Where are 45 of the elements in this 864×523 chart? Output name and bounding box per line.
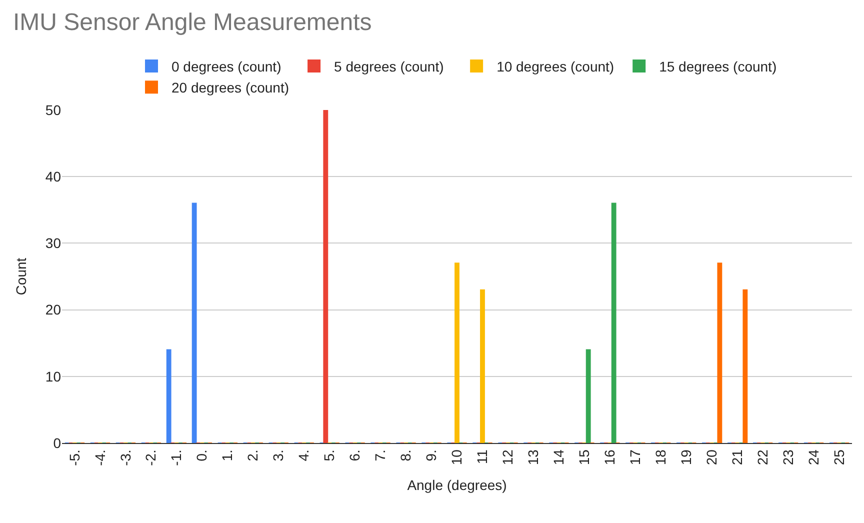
x-tick-label: 22 xyxy=(754,449,770,466)
x-tick-label: 4. xyxy=(296,450,312,462)
x-tick-label: 1. xyxy=(219,450,236,462)
x-axis-title: Angle (degrees) xyxy=(407,477,507,494)
x-tick-label: 25 xyxy=(830,449,847,466)
x-tick-label: 8. xyxy=(398,450,414,462)
x-tick-label: -5. xyxy=(66,450,82,466)
x-tick-label: 9. xyxy=(423,450,440,462)
x-tick-label: 21 xyxy=(728,449,745,466)
x-tick-label: 10 xyxy=(448,449,465,466)
legend-label: 15 degrees (count) xyxy=(659,58,777,74)
x-tick-label: 23 xyxy=(780,449,796,466)
x-tick-label: 12 xyxy=(500,449,516,466)
x-tick-label: 11 xyxy=(474,449,490,464)
x-tick-label: 7. xyxy=(372,450,388,462)
x-tick-label: 18 xyxy=(652,449,668,466)
legend-label: 20 degrees (count) xyxy=(172,80,290,96)
x-tick-label: 0. xyxy=(194,450,210,462)
y-tick-label: 10 xyxy=(45,368,62,384)
y-tick-label: 0 xyxy=(53,434,62,451)
x-tick-label: -3. xyxy=(117,450,134,466)
x-tick-label: 24 xyxy=(805,449,822,466)
x-tick-label: 13 xyxy=(525,449,541,466)
y-axis-title: Count xyxy=(13,258,30,296)
x-tick-label: 16 xyxy=(601,449,618,466)
legend-label: 10 degrees (count) xyxy=(496,58,614,74)
y-tick-label: 20 xyxy=(45,302,62,318)
x-tick-label: -1. xyxy=(168,450,184,466)
x-tick-label: 2. xyxy=(244,450,261,462)
x-tick-label: -4. xyxy=(92,450,108,466)
x-tick-label: -2. xyxy=(142,450,159,466)
chart-title: IMU Sensor Angle Measurements xyxy=(12,8,372,36)
x-tick-label: 5. xyxy=(321,450,338,462)
x-tick-label: 17 xyxy=(626,449,643,466)
x-tick-label: 20 xyxy=(703,449,720,466)
y-tick-label: 30 xyxy=(45,235,62,252)
y-tick-label: 50 xyxy=(45,102,62,118)
x-tick-label: 6. xyxy=(346,450,363,462)
legend-label: 5 degrees (count) xyxy=(334,58,444,74)
x-tick-label: 19 xyxy=(678,449,694,466)
x-tick-label: 15 xyxy=(576,449,592,466)
x-tick-label: 14 xyxy=(550,449,566,466)
y-tick-label: 40 xyxy=(45,168,62,184)
legend-label: 0 degrees (count) xyxy=(172,58,282,74)
x-tick-label: 3. xyxy=(270,450,286,462)
